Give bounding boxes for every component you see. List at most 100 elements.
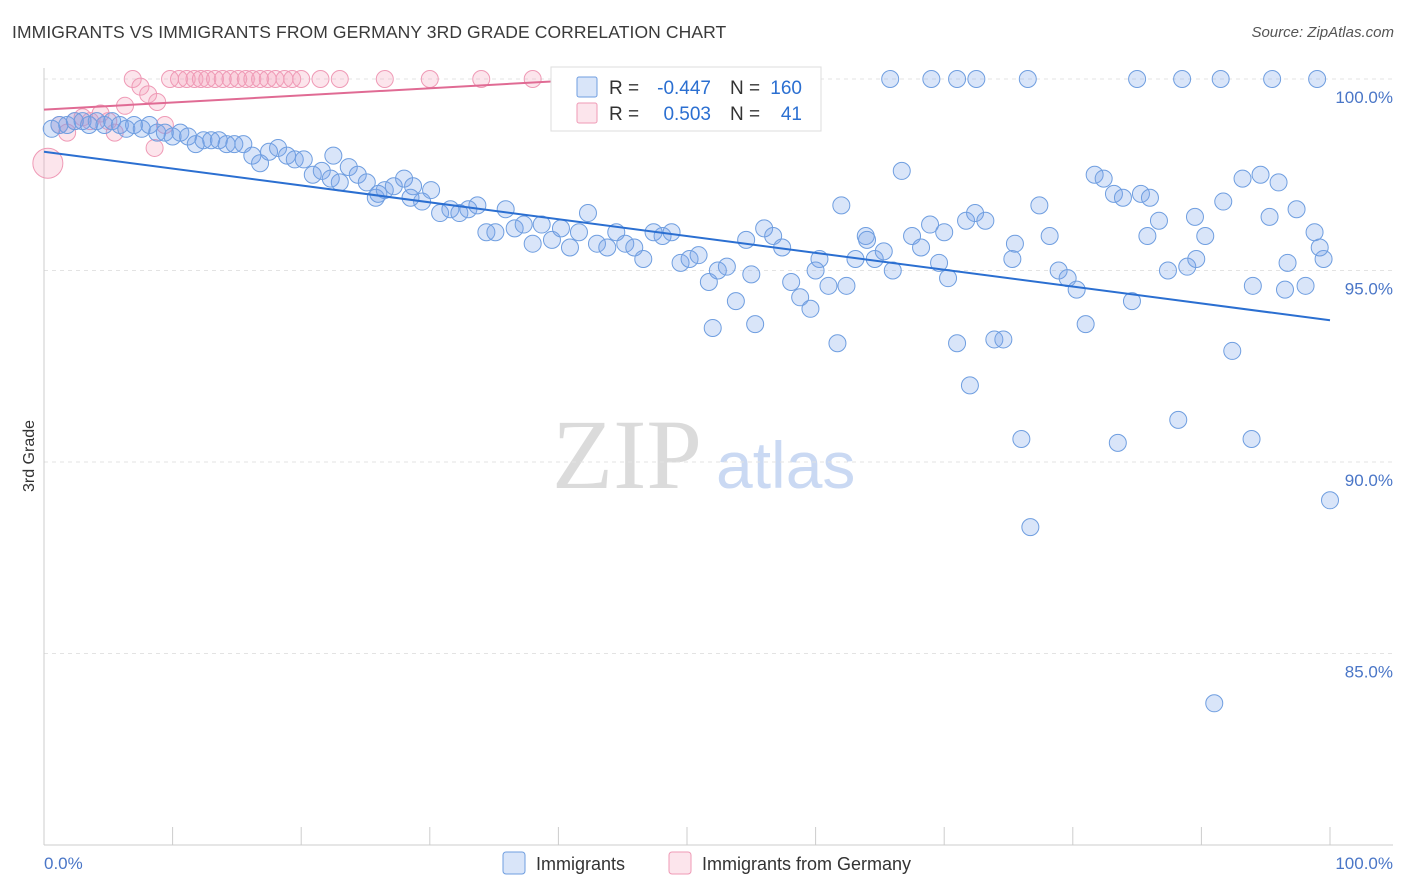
immigrants-point [930,253,949,272]
immigrants-point [1128,70,1147,88]
immigrants-point [1030,196,1049,215]
immigrants-point [560,238,579,257]
chart-title: IMMIGRANTS VS IMMIGRANTS FROM GERMANY 3R… [12,22,727,42]
immigrants-point [1287,200,1306,219]
immigrants-point [746,315,765,334]
source-credit: Source: ZipAtlas.com [1251,24,1394,41]
immigrants-point [523,234,542,253]
immigrants-point [1243,276,1262,295]
legend-swatch-germany [668,851,692,875]
immigrants-point [1067,280,1086,299]
immigrants-point [1278,253,1297,272]
immigrants-point [587,234,606,253]
stats-r-label-2: R = [609,104,639,125]
immigrants-point [505,219,524,238]
immigrants-point [726,292,745,311]
stats-swatch-immigrants [576,76,598,98]
germany-trend-line [43,78,598,111]
germany-point [283,70,302,88]
immigrants-point [1149,211,1168,230]
immigrants-point [598,238,617,257]
immigrants-point [921,215,940,234]
immigrants-point [1269,173,1288,192]
immigrants-point [578,204,597,223]
germany-point [251,70,270,88]
stats-r-label-1: R = [609,78,639,99]
immigrants-point [1308,70,1327,88]
immigrants-point [680,250,699,269]
trend-lines [43,78,1331,322]
immigrants-point [1275,280,1294,299]
immigrants-point [285,150,304,169]
immigrants-point [450,204,469,223]
y-tick-label-90: 90.0% [1345,471,1393,490]
watermark-atlas: atlas [716,428,855,502]
immigrants-point [569,223,588,242]
legend-swatch-immigrants [502,851,526,875]
germany-point [292,70,311,88]
immigrants-point [985,330,1004,349]
germany-point [375,70,394,88]
immigrants-point [324,146,343,165]
immigrants-point [140,115,159,134]
stats-r-value-2: 0.503 [663,104,711,125]
germany-point [191,70,210,88]
immigrants-point [957,211,976,230]
immigrants-point [1214,192,1233,211]
immigrants-point [1296,276,1315,295]
immigrants-point [1211,70,1230,88]
immigrants-point [703,318,722,337]
immigrants-point [202,131,221,150]
germany-point [311,70,330,88]
immigrants-point [486,223,505,242]
germany-point [131,77,150,96]
x-tick-label-min: 0.0% [44,854,83,873]
immigrants-point [1005,234,1024,253]
immigrants-point [662,223,681,242]
stats-box: R = -0.447 N = 160 R = 0.503 N = 41 [550,66,822,132]
immigrants-point [1223,341,1242,360]
immigrants-point [194,131,213,150]
immigrants-point [1158,261,1177,280]
immigrants-point [514,215,533,234]
immigrants-point [551,219,570,238]
immigrants-point [1076,315,1095,334]
immigrants-point [1040,227,1059,246]
immigrants-point [881,70,900,88]
immigrants-point [1260,207,1279,226]
immigrants-point [976,211,995,230]
germany-point [221,70,240,88]
immigrants-point [858,230,877,249]
immigrants-point [148,123,167,142]
immigrants-point [782,272,801,291]
immigrants-point [1251,165,1270,184]
immigrants-point [321,169,340,188]
immigrants-point [1018,70,1037,88]
immigrants-point [801,299,820,318]
immigrants-point [935,223,954,242]
immigrants-point [616,234,635,253]
immigrants-point [1185,207,1204,226]
stats-r-value-1: -0.447 [657,78,711,99]
immigrants-point [755,219,774,238]
germany-point [213,70,232,88]
immigrants-point [330,173,349,192]
immigrants-point [1305,223,1324,242]
germany-point [177,70,196,88]
germany-point [206,70,225,88]
immigrants-point [1094,169,1113,188]
immigrants-point [312,161,331,180]
legend-label-immigrants: Immigrants [536,854,625,874]
immigrants-points [42,70,1339,713]
immigrants-point [948,334,967,353]
y-axis-title: 3rd Grade [21,420,38,492]
immigrants-point [939,269,958,288]
y-tick-label-95: 95.0% [1345,280,1393,299]
germany-point [243,70,262,88]
germany-point [330,70,349,88]
immigrants-point [1003,250,1022,269]
immigrants-point [1178,257,1197,276]
immigrants-point [1233,169,1252,188]
y-tick-label-100: 100.0% [1335,88,1393,107]
